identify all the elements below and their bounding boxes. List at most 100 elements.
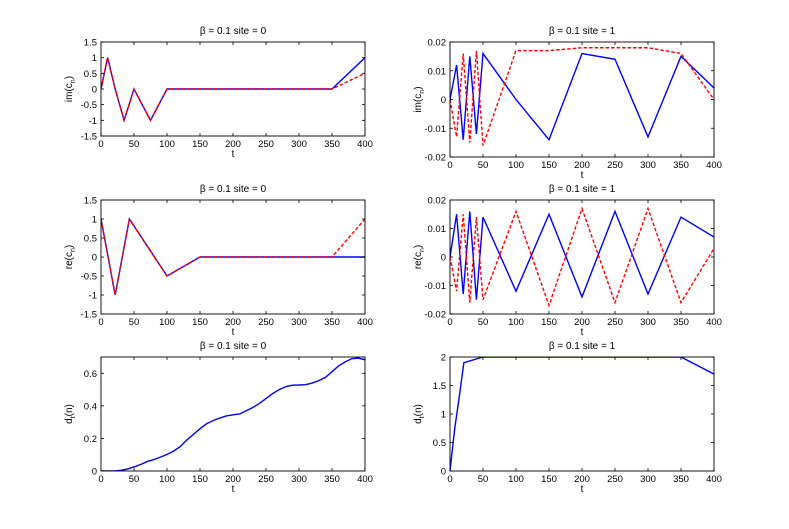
y-tick-label: 1.5 xyxy=(84,38,97,49)
series-line-1 xyxy=(450,51,714,142)
series-line-2 xyxy=(450,206,714,308)
chart-panel-1: 0 50 100 150 200 250 300 350 400 -1.5 -1 -0.5 0 0.5 1 1… xyxy=(64,26,373,160)
x-tick-label: 400 xyxy=(706,474,722,485)
chart-title: β = 0.1 site = 1 xyxy=(549,184,616,195)
x-tick-label: 300 xyxy=(640,474,656,485)
x-tick-label: 250 xyxy=(607,474,623,485)
x-tick-label: 400 xyxy=(706,160,722,171)
x-tick-label: 200 xyxy=(225,474,241,485)
series-line-1 xyxy=(450,357,714,471)
x-tick-label: 50 xyxy=(478,160,489,171)
chart-title: β = 0.1 site = 1 xyxy=(549,341,616,352)
x-tick-label: 100 xyxy=(508,317,524,328)
y-tick-label: -0.02 xyxy=(424,310,446,321)
x-tick-label: 300 xyxy=(291,139,307,150)
y-tick-label: 0.5 xyxy=(433,438,446,449)
x-tick-label: 350 xyxy=(673,160,689,171)
y-axis-label: dt(n) xyxy=(413,404,426,424)
x-tick-label: 100 xyxy=(508,474,524,485)
x-tick-label: 250 xyxy=(258,139,274,150)
x-tick-label: 0 xyxy=(98,474,103,485)
y-axis-label: im(cn) xyxy=(413,86,426,112)
x-tick-label: 250 xyxy=(607,160,623,171)
x-tick-label: 50 xyxy=(478,474,489,485)
y-tick-label: -1.5 xyxy=(81,132,97,143)
y-tick-label: 0 xyxy=(92,85,97,96)
y-tick-label: -1.5 xyxy=(81,310,97,321)
x-tick-label: 100 xyxy=(159,317,175,328)
y-tick-label: -0.01 xyxy=(424,281,446,292)
series-line-2 xyxy=(101,57,365,123)
x-tick-label: 300 xyxy=(640,317,656,328)
x-tick-label: 0 xyxy=(447,160,452,171)
x-tick-label: 350 xyxy=(673,474,689,485)
y-tick-label: 0.2 xyxy=(84,434,97,445)
x-tick-label: 350 xyxy=(324,474,340,485)
y-tick-label: -0.5 xyxy=(81,272,97,283)
axes-frame xyxy=(449,41,715,158)
chart-panel-5: 0 50 100 150 200 250 300 350 400 0 0.2 0.4 0.6 β = 0.… xyxy=(64,341,373,495)
x-tick-label: 250 xyxy=(607,317,623,328)
x-tick-label: 200 xyxy=(574,317,590,328)
y-tick-label: 0.01 xyxy=(428,66,447,77)
x-tick-label: 100 xyxy=(159,139,175,150)
axes-frame xyxy=(100,356,366,472)
series-line-2 xyxy=(450,47,714,146)
y-tick-label: 1 xyxy=(441,410,446,421)
x-axis-label: t xyxy=(232,484,235,495)
x-tick-label: 300 xyxy=(291,474,307,485)
x-tick-label: 250 xyxy=(258,317,274,328)
x-tick-label: 200 xyxy=(574,474,590,485)
y-tick-label: 0.01 xyxy=(428,224,447,235)
x-tick-label: 50 xyxy=(129,474,140,485)
y-axis-label: im(cn) xyxy=(64,76,77,102)
x-tick-label: 150 xyxy=(192,474,208,485)
x-axis-label: t xyxy=(581,484,584,495)
x-tick-label: 400 xyxy=(357,317,373,328)
x-tick-label: 300 xyxy=(291,317,307,328)
y-tick-label: -0.01 xyxy=(424,124,446,135)
x-tick-label: 400 xyxy=(706,317,722,328)
series-line-1 xyxy=(101,357,365,471)
y-axis-label: re(cn) xyxy=(64,245,77,269)
x-tick-label: 150 xyxy=(541,474,557,485)
x-tick-label: 50 xyxy=(478,317,489,328)
y-tick-label: 0 xyxy=(441,467,446,478)
x-tick-label: 300 xyxy=(640,160,656,171)
x-tick-label: 200 xyxy=(225,139,241,150)
series-line-1 xyxy=(450,209,714,300)
y-tick-label: 0 xyxy=(92,467,97,478)
y-tick-label: 0 xyxy=(441,95,446,106)
y-tick-label: 0.5 xyxy=(84,69,97,80)
x-axis-label: t xyxy=(232,327,235,338)
chart-title: β = 0.1 site = 0 xyxy=(200,184,267,195)
x-tick-label: 150 xyxy=(192,317,208,328)
x-axis-label: t xyxy=(581,327,584,338)
chart-title: β = 0.1 site = 0 xyxy=(200,26,267,37)
y-tick-label: 1.5 xyxy=(433,381,446,392)
chart-panel-2: 0 50 100 150 200 250 300 350 400 -0.02 -0.01 0 0.01 0… xyxy=(413,26,722,181)
y-tick-label: 1.5 xyxy=(84,196,97,207)
x-tick-label: 350 xyxy=(324,317,340,328)
x-tick-label: 150 xyxy=(541,317,557,328)
x-axis-label: t xyxy=(232,149,235,160)
x-tick-label: 250 xyxy=(258,474,274,485)
x-tick-label: 200 xyxy=(225,317,241,328)
y-tick-label: 1 xyxy=(92,53,97,64)
x-axis-label: t xyxy=(581,170,584,181)
x-tick-label: 150 xyxy=(541,160,557,171)
y-tick-label: 2 xyxy=(441,353,446,364)
x-tick-label: 400 xyxy=(357,474,373,485)
y-tick-label: 0.02 xyxy=(428,196,447,207)
x-tick-label: 50 xyxy=(129,139,140,150)
x-tick-label: 0 xyxy=(98,317,103,328)
x-tick-label: 0 xyxy=(98,139,103,150)
chart-panel-6: 0 50 100 150 200 250 300 350 400 0 0.5 1 1.5 2 β = 0.1… xyxy=(413,341,722,495)
y-tick-label: 1 xyxy=(92,215,97,226)
y-tick-label: 0.6 xyxy=(84,369,97,380)
y-tick-label: 0.5 xyxy=(84,234,97,245)
y-tick-label: -0.02 xyxy=(424,153,446,164)
y-tick-label: 0 xyxy=(441,253,446,264)
chart-title: β = 0.1 site = 1 xyxy=(549,26,616,37)
chart-panel-3: 0 50 100 150 200 250 300 350 400 -1.5 -1 -0.5 0 0.5 1 1… xyxy=(64,184,373,338)
